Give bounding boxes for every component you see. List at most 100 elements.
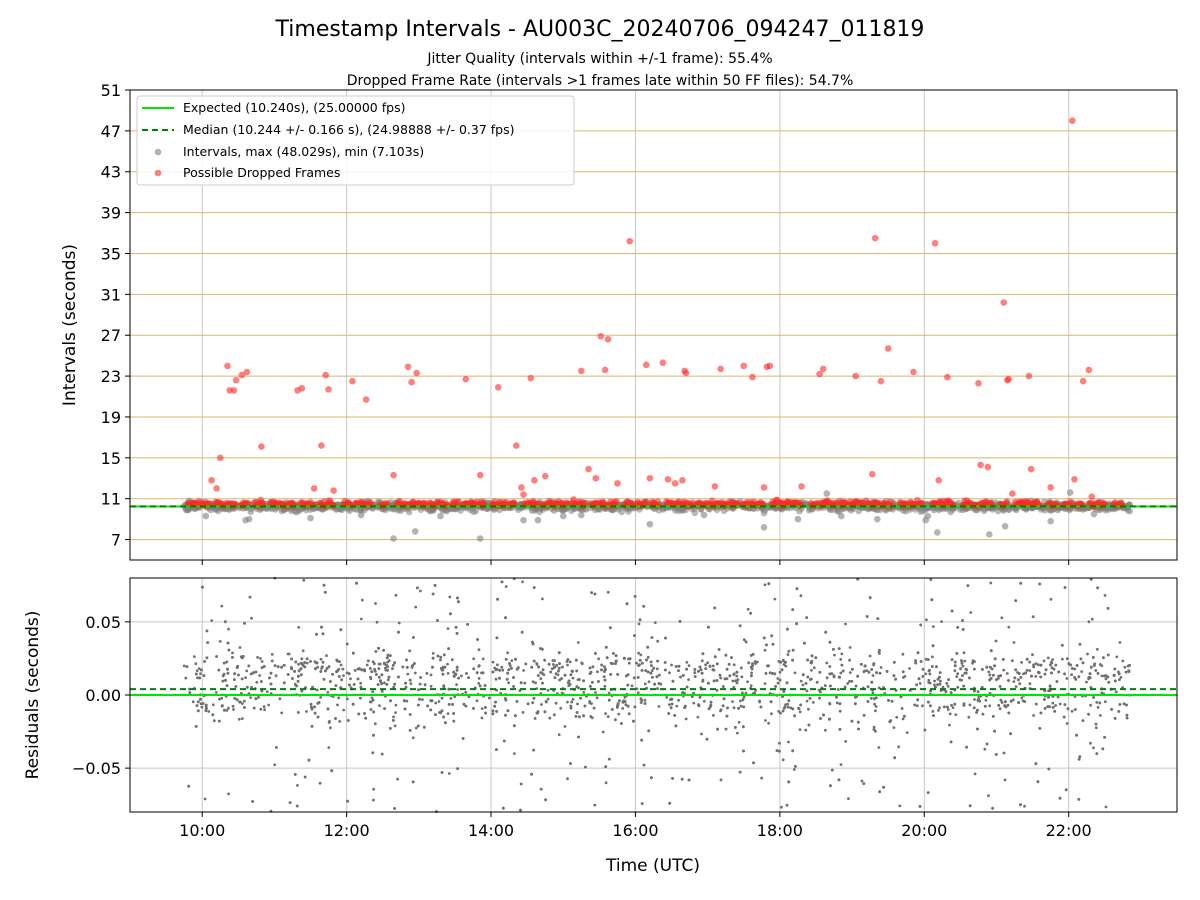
residual-point bbox=[787, 649, 791, 653]
residual-point bbox=[873, 702, 876, 706]
legend-dropped-label: Possible Dropped Frames bbox=[183, 165, 340, 180]
residual-point bbox=[1115, 655, 1119, 659]
residual-point bbox=[431, 656, 435, 660]
residual-point bbox=[1061, 657, 1064, 661]
residual-point bbox=[897, 745, 901, 749]
residual-point bbox=[932, 714, 935, 717]
residual-point bbox=[408, 649, 412, 653]
residual-point bbox=[494, 677, 498, 681]
residual-point bbox=[192, 655, 196, 658]
interval-point bbox=[855, 507, 862, 515]
residual-point bbox=[387, 675, 391, 679]
residual-point bbox=[837, 647, 841, 650]
residual-point bbox=[233, 697, 237, 700]
residual-point bbox=[953, 664, 957, 668]
residual-point bbox=[385, 656, 389, 660]
residual-point bbox=[751, 662, 754, 666]
residual-point bbox=[447, 703, 451, 706]
residual-point bbox=[321, 632, 325, 636]
dropped-frame-outlier-point bbox=[408, 378, 415, 386]
residual-point bbox=[557, 666, 561, 670]
residual-point bbox=[393, 807, 396, 810]
residual-point bbox=[404, 681, 407, 685]
residual-point bbox=[451, 703, 454, 706]
top-plot-frame bbox=[129, 89, 1178, 561]
residual-point bbox=[382, 648, 385, 652]
residual-point bbox=[339, 628, 343, 632]
residual-point bbox=[925, 618, 928, 622]
residual-point bbox=[582, 679, 585, 683]
residual-point bbox=[1032, 665, 1036, 669]
residual-point bbox=[510, 666, 513, 670]
dropped-frame-point bbox=[613, 498, 620, 505]
residual-point bbox=[280, 711, 284, 715]
residual-point bbox=[1011, 698, 1015, 702]
residual-point bbox=[337, 696, 341, 700]
residual-point bbox=[675, 704, 679, 708]
residual-point bbox=[791, 648, 795, 652]
residual-point bbox=[379, 679, 382, 683]
residual-point bbox=[1025, 668, 1029, 672]
residual-point bbox=[732, 686, 736, 689]
residual-point bbox=[671, 679, 675, 683]
residual-point bbox=[345, 697, 349, 701]
residual-point bbox=[971, 659, 975, 663]
residual-point bbox=[988, 678, 992, 682]
residual-point bbox=[984, 698, 988, 702]
residual-point bbox=[848, 658, 851, 662]
residual-point bbox=[1117, 672, 1121, 676]
residual-point bbox=[854, 684, 858, 688]
residual-point bbox=[211, 713, 215, 717]
residual-point bbox=[794, 765, 797, 768]
residual-point bbox=[693, 671, 697, 674]
residual-point bbox=[380, 673, 384, 677]
residual-point bbox=[646, 645, 650, 649]
residual-point bbox=[898, 804, 902, 808]
residual-point bbox=[719, 778, 723, 782]
residual-point bbox=[374, 602, 377, 605]
residual-point bbox=[1103, 700, 1107, 704]
residual-point bbox=[742, 705, 746, 709]
dropped-frame-outlier-point bbox=[585, 465, 592, 473]
residual-point bbox=[1094, 726, 1098, 730]
residual-point bbox=[602, 675, 606, 678]
residual-point bbox=[844, 740, 848, 743]
dropped-frame-outlier-point bbox=[766, 362, 774, 370]
residual-point bbox=[927, 700, 930, 704]
residual-point bbox=[1042, 659, 1046, 663]
residual-point bbox=[735, 681, 739, 685]
residual-point bbox=[847, 797, 850, 801]
residual-point bbox=[1052, 667, 1056, 671]
residual-point bbox=[931, 644, 935, 648]
dropped-frame-outlier-point bbox=[819, 365, 827, 373]
residual-point bbox=[835, 695, 838, 699]
residual-point bbox=[247, 664, 251, 668]
residual-point bbox=[1075, 664, 1079, 667]
residual-point bbox=[578, 715, 581, 719]
residual-point bbox=[383, 662, 386, 666]
residual-point bbox=[342, 674, 345, 677]
residual-point bbox=[593, 803, 597, 807]
residual-point bbox=[879, 666, 883, 669]
residual-point bbox=[197, 667, 201, 670]
residual-point bbox=[563, 725, 567, 728]
residual-point bbox=[372, 787, 376, 791]
residual-point bbox=[696, 715, 700, 719]
residual-point bbox=[610, 708, 614, 711]
residual-point bbox=[606, 590, 610, 594]
residual-point bbox=[964, 671, 968, 675]
residual-point bbox=[1062, 715, 1066, 719]
residual-point bbox=[843, 685, 847, 689]
residual-point bbox=[876, 617, 880, 620]
residual-point bbox=[916, 651, 920, 655]
residual-point bbox=[196, 676, 199, 680]
bottom-plot-points bbox=[182, 576, 1132, 813]
residual-point bbox=[1017, 701, 1021, 704]
residual-point bbox=[604, 765, 608, 769]
residual-point bbox=[1077, 798, 1081, 801]
residual-point bbox=[294, 660, 298, 664]
residual-point bbox=[245, 685, 249, 689]
residual-point bbox=[556, 673, 560, 677]
residual-point bbox=[914, 659, 917, 662]
residual-point bbox=[220, 696, 224, 700]
